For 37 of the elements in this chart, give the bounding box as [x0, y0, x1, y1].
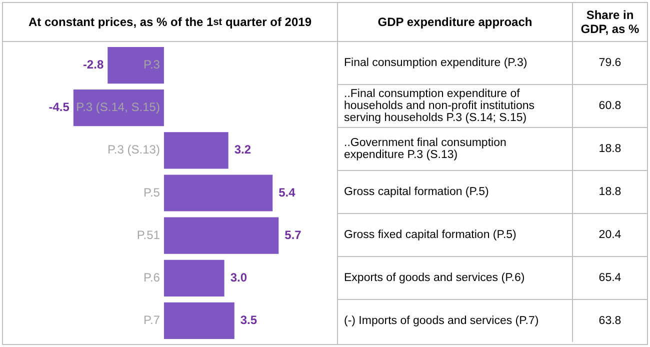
data-label: 5.7 [284, 228, 302, 242]
data-label: 18.8 [572, 170, 647, 214]
data-label: 79.6 [572, 42, 647, 84]
category-label: P.3 [143, 58, 160, 72]
data-label: 3.5 [240, 313, 258, 328]
bar [108, 46, 164, 84]
data-label: 5.4 [278, 185, 296, 200]
data-label: 65.4 [572, 256, 647, 300]
category-label: Gross capital formation (P.5) [338, 170, 572, 214]
data-label: 20.4 [572, 214, 647, 256]
bar [164, 260, 224, 296]
data-label: 63.8 [572, 300, 647, 342]
data-label: 18.8 [572, 128, 647, 170]
category-label: ..Government final consumption expenditure P.3 (S.13) [338, 128, 572, 170]
data-label: 60.8 [572, 84, 647, 128]
category-label: P.3 (S.13) [107, 142, 160, 157]
category-label: P.51 [136, 228, 160, 242]
data-label: -2.8 [82, 58, 104, 72]
category-label: P.7 [143, 313, 160, 328]
category-label: P.5 [143, 185, 160, 200]
data-label: 3.2 [234, 142, 252, 157]
category-label: Exports of goods and services (P.6) [338, 256, 572, 300]
category-label: Final consumption expenditure (P.3) [338, 42, 572, 84]
bar [164, 132, 228, 169]
bar [73, 90, 164, 126]
category-label: P.6 [143, 270, 160, 284]
bar [164, 217, 279, 254]
bar [164, 302, 234, 340]
data-label: 3.0 [230, 270, 248, 284]
text: Share in GDP, as % [572, 3, 647, 42]
category-label: P.3 (S.14, S.15) [76, 100, 160, 114]
category-label: Gross fixed capital formation (P.5) [338, 214, 572, 256]
text: GDP expenditure approach [338, 3, 572, 42]
category-label: (-) Imports of goods and services (P.7) [343, 314, 540, 329]
category-label: ..Final consumption expenditure of households and non-profit institutions serving households P.3 (S.14; S.15) [338, 84, 572, 128]
bar [164, 174, 273, 212]
data-label: -4.5 [48, 100, 70, 114]
